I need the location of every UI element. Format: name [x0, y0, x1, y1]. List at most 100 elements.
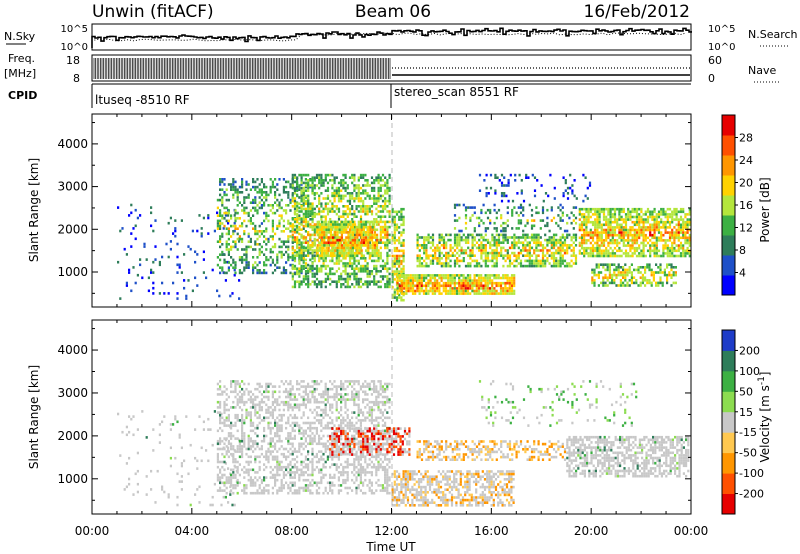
range-gate-cell	[670, 273, 673, 277]
range-gate-cell	[293, 283, 297, 286]
range-gate-cell	[219, 219, 222, 223]
range-gate-cell	[684, 213, 687, 216]
range-gate-cell	[596, 246, 599, 250]
range-gate-cell	[416, 236, 419, 239]
range-gate-cell	[407, 287, 410, 290]
range-gate-cell	[351, 262, 354, 265]
range-gate-cell	[373, 254, 376, 258]
range-gate-cell	[344, 277, 347, 281]
y-tick-label: 3000	[57, 180, 88, 194]
range-gate-cell	[506, 238, 509, 242]
range-gate-cell	[566, 264, 569, 268]
range-gate-cell	[631, 252, 634, 255]
range-gate-cell	[169, 247, 172, 251]
range-gate-cell	[298, 280, 301, 283]
range-gate-cell	[245, 224, 248, 228]
range-gate-cell	[597, 266, 600, 269]
range-gate-cell	[682, 231, 685, 234]
range-gate-cell	[635, 249, 639, 253]
range-gate-cell	[460, 274, 463, 277]
range-gate-cell	[357, 179, 360, 182]
range-gate-cell	[386, 285, 389, 289]
range-gate-cell	[358, 244, 361, 247]
range-gate-cell	[458, 289, 461, 293]
range-gate-cell	[225, 206, 228, 210]
range-gate-cell	[600, 210, 603, 214]
freq-tick-bottom: 8	[73, 72, 80, 85]
range-gate-cell	[585, 228, 588, 232]
range-gate-cell	[362, 220, 365, 224]
range-gate-cell	[578, 249, 581, 253]
range-gate-cell	[668, 220, 672, 224]
range-gate-cell	[359, 220, 363, 224]
range-gate-cell	[414, 289, 417, 293]
range-gate-cell	[611, 241, 614, 245]
range-gate-cell	[325, 241, 328, 245]
range-gate-cell	[238, 258, 241, 262]
range-gate-cell	[427, 241, 430, 244]
range-gate-cell	[602, 239, 606, 242]
range-gate-cell	[176, 255, 179, 259]
range-gate-cell	[232, 458, 235, 461]
range-gate-cell	[668, 236, 672, 240]
range-gate-cell	[594, 218, 597, 221]
range-gate-cell	[254, 206, 257, 210]
range-gate-cell	[589, 236, 592, 240]
range-gate-cell	[381, 228, 385, 231]
range-gate-cell	[398, 254, 401, 258]
range-gate-cell	[280, 256, 283, 259]
range-gate-cell	[433, 279, 437, 282]
range-gate-cell	[367, 249, 370, 252]
range-gate-cell	[326, 251, 330, 255]
range-gate-cell	[638, 220, 641, 224]
range-gate-cell	[480, 284, 483, 288]
range-gate-cell	[252, 263, 255, 267]
range-gate-cell	[624, 244, 628, 247]
range-gate-cell	[376, 238, 379, 242]
range-gate-cell	[662, 244, 665, 247]
range-gate-cell	[418, 281, 421, 285]
range-gate-cell	[229, 490, 232, 494]
range-gate-cell	[322, 210, 325, 213]
range-gate-cell	[513, 284, 516, 288]
range-gate-cell	[563, 229, 567, 233]
colorbar-tick-label: 28	[739, 132, 753, 145]
range-gate-cell	[619, 279, 622, 282]
range-gate-cell	[504, 274, 507, 277]
range-gate-cell	[596, 252, 599, 255]
range-gate-cell	[488, 274, 492, 277]
range-gate-cell	[298, 185, 301, 189]
range-gate-cell	[596, 239, 599, 242]
range-gate-cell	[304, 238, 308, 242]
range-gate-cell	[564, 179, 567, 182]
range-gate-cell	[225, 245, 228, 249]
range-gate-cell	[234, 416, 237, 420]
range-gate-cell	[216, 206, 219, 210]
range-gate-cell	[384, 192, 387, 195]
range-gate-cell	[583, 249, 586, 253]
range-gate-cell	[169, 216, 172, 220]
range-gate-cell	[675, 218, 678, 221]
range-gate-cell	[302, 267, 305, 270]
range-gate-cell	[431, 292, 434, 295]
range-gate-cell	[662, 223, 665, 227]
range-gate-cell	[602, 244, 606, 247]
range-gate-cell	[398, 289, 401, 293]
range-gate-cell	[591, 231, 595, 234]
range-gate-cell	[313, 223, 316, 226]
range-gate-cell	[368, 275, 371, 278]
range-gate-cell	[423, 259, 426, 263]
range-gate-cell	[524, 236, 527, 239]
range-gate-cell	[657, 239, 661, 242]
range-gate-cell	[302, 181, 305, 185]
range-gate-cell	[222, 495, 225, 499]
range-gate-cell	[329, 267, 332, 270]
range-gate-cell	[337, 218, 341, 221]
range-gate-cell	[381, 194, 385, 198]
range-gate-cell	[254, 201, 257, 204]
range-gate-cell	[368, 241, 371, 244]
range-gate-cell	[499, 287, 503, 290]
range-gate-cell	[616, 254, 619, 258]
range-gate-cell	[384, 197, 387, 200]
range-gate-cell	[422, 276, 426, 280]
